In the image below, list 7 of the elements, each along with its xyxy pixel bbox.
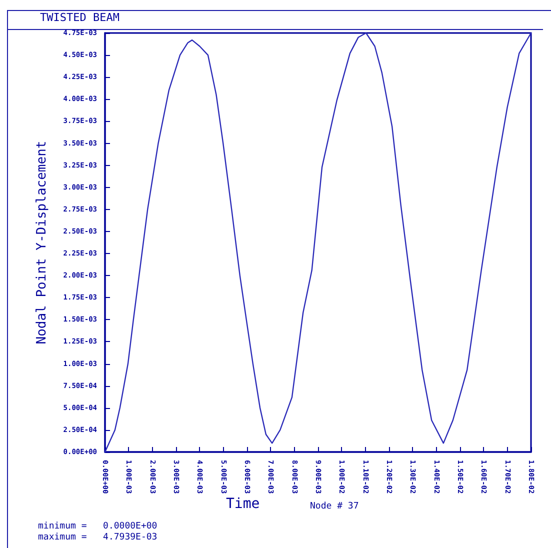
text: maximum = 4.7939E-03 — [38, 532, 158, 542]
x-axis-title: Time — [226, 496, 260, 512]
chart-title: TWISTED BEAM — [40, 11, 120, 24]
text: minimum = 0.0000E+00 — [38, 522, 158, 532]
text: Node # 37 — [310, 502, 359, 512]
y-axis-title: Nodal Point Y-Displacement — [34, 140, 50, 344]
line-series — [104, 32, 532, 453]
